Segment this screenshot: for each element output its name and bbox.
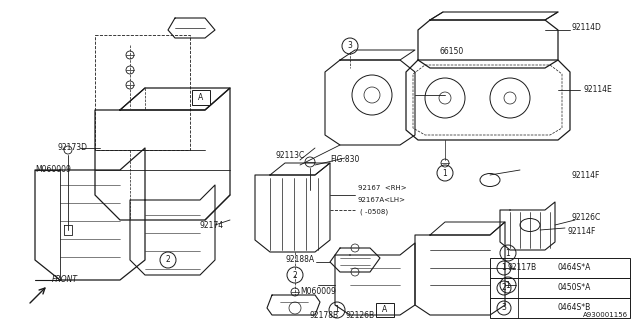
Text: 66150: 66150 [440,47,464,57]
Text: 1: 1 [506,249,510,258]
Text: 92114F: 92114F [572,171,600,180]
Text: FIG.830: FIG.830 [330,156,360,164]
Bar [95,35,190,150]
Text: 92114F: 92114F [568,228,596,236]
Bar [490,298,630,318]
Text: 92173D: 92173D [58,143,88,153]
Text: 2: 2 [292,270,298,279]
Text: M060009: M060009 [35,165,71,174]
Text: 2: 2 [502,284,506,292]
Text: 1: 1 [502,263,506,273]
Text: 92126B: 92126B [345,310,374,319]
Text: M060009: M060009 [300,287,336,297]
Text: 92113C: 92113C [276,151,305,161]
Text: 1: 1 [506,281,510,290]
Text: 92126C: 92126C [572,213,601,222]
Text: A: A [382,306,388,315]
Text: 2: 2 [166,255,170,265]
Bar [490,278,630,298]
Text: 92117B: 92117B [508,263,537,273]
Text: A930001156: A930001156 [583,312,628,318]
Text: 1: 1 [335,306,339,315]
Text: ( -0508): ( -0508) [360,209,388,215]
Text: 1: 1 [443,169,447,178]
Text: 92114D: 92114D [572,23,602,33]
Text: 92188A: 92188A [286,255,315,265]
Text: 92174: 92174 [200,220,224,229]
Text: 92114E: 92114E [583,85,612,94]
Text: 0450S*A: 0450S*A [557,284,591,292]
Text: FRONT: FRONT [52,276,78,284]
Text: 92167A<LH>: 92167A<LH> [358,197,406,203]
Text: 3: 3 [348,42,353,51]
Bar [490,258,630,278]
Text: 3: 3 [502,303,506,313]
Text: 92178B: 92178B [310,310,339,319]
Bar [376,303,394,317]
Text: 0464S*A: 0464S*A [557,263,591,273]
Text: 92167  <RH>: 92167 <RH> [358,185,406,191]
Text: 0464S*B: 0464S*B [557,303,591,313]
Text: A: A [198,93,204,102]
Bar [192,90,210,105]
